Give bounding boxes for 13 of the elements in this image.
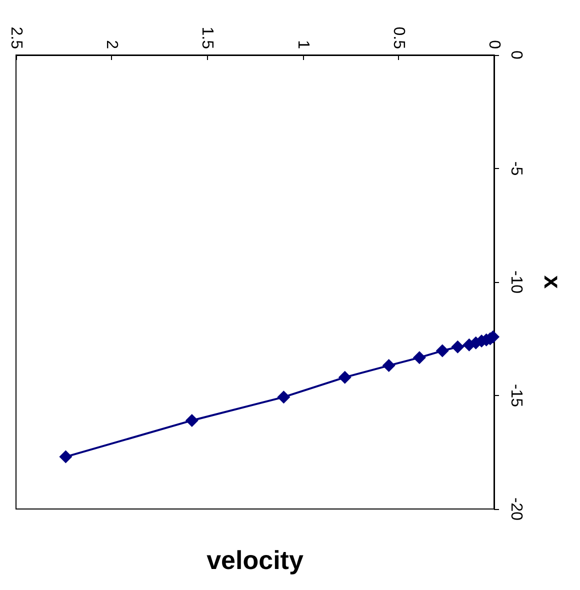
x-tick-label: 1	[294, 40, 312, 50]
x-tick-label: 1.5	[198, 26, 216, 50]
y-tick-label: 0	[508, 50, 524, 60]
x-tick-label: 0	[486, 40, 502, 50]
y-tick-label: -10	[508, 270, 524, 294]
x-tick-label: 2	[103, 40, 120, 50]
y-tick-label: -5	[508, 161, 524, 176]
y-tick-label: -15	[508, 384, 524, 408]
x-tick-label: 2.5	[8, 26, 24, 50]
x-axis-title: velocity	[206, 545, 304, 575]
x-tick-label: 0.5	[390, 26, 407, 50]
y-axis-title: x	[538, 275, 566, 290]
y-tick-label: -20	[508, 497, 524, 521]
